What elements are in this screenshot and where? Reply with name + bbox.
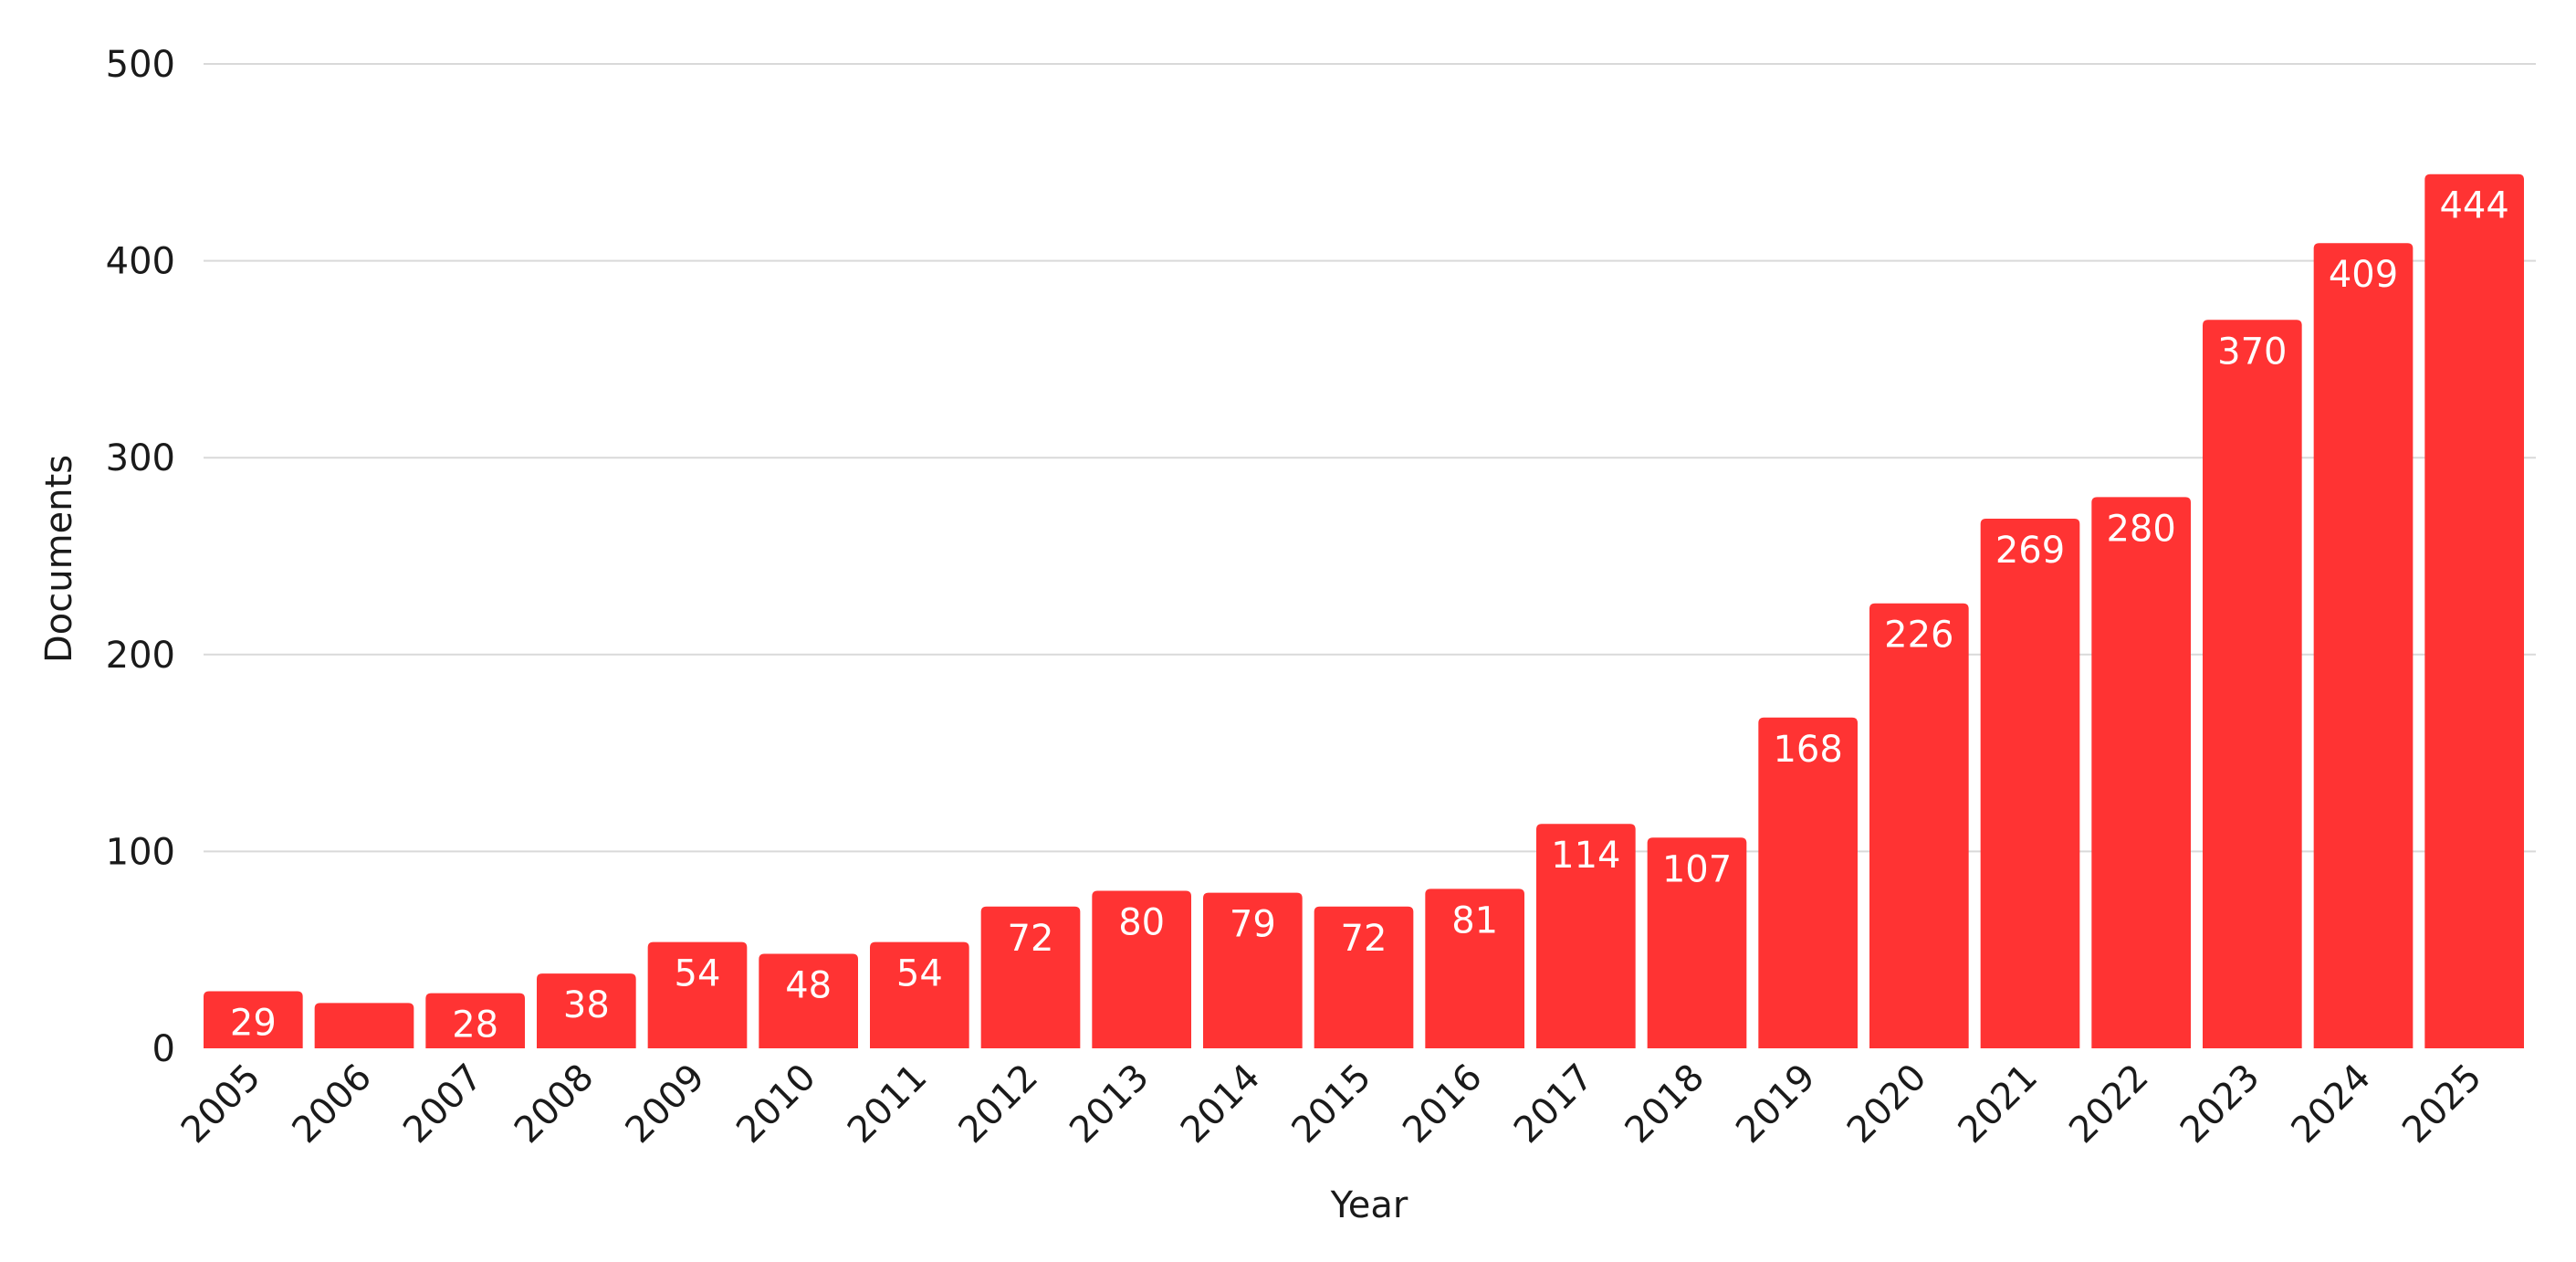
x-tick-label: 2013	[1062, 1057, 1157, 1152]
bar-value-label: 409	[2329, 254, 2398, 296]
bar-value-label: 72	[1008, 918, 1054, 960]
x-tick-label: 2008	[507, 1057, 602, 1152]
x-tick-label: 2019	[1728, 1057, 1824, 1152]
y-tick-label: 100	[106, 831, 175, 873]
x-axis-ticks: 2005 2006 2007 2008 2009 2010 2011 2012 2013 2014…	[173, 1057, 2490, 1152]
x-tick-label: 2015	[1284, 1057, 1380, 1152]
x-tick-label: 2009	[618, 1057, 714, 1152]
bars	[204, 174, 2524, 1049]
bar	[1536, 824, 1636, 1048]
bar	[759, 953, 858, 1048]
x-tick-label: 2014	[1173, 1057, 1269, 1152]
x-tick-label: 2021	[1951, 1057, 2047, 1152]
bar	[537, 973, 636, 1048]
bar	[2203, 320, 2302, 1048]
bar	[1647, 837, 1747, 1048]
bar	[204, 991, 303, 1048]
bar-value-label: 29	[230, 1002, 277, 1044]
bar-value-label: 226	[1884, 615, 1953, 657]
x-tick-label: 2023	[2173, 1057, 2268, 1152]
x-tick-label: 2010	[728, 1057, 824, 1152]
bar	[870, 941, 969, 1048]
bar	[2091, 497, 2191, 1048]
x-tick-label: 2018	[1618, 1057, 1713, 1152]
x-tick-label: 2011	[840, 1057, 936, 1152]
bar	[314, 1003, 414, 1048]
bar	[1980, 519, 2080, 1048]
bar-value-labels: 29 28 38 54 48 54 72 80 79 72 81 114 107 168 226 269 280…	[230, 185, 2509, 1046]
bar	[980, 906, 1081, 1048]
bar	[1425, 889, 1524, 1048]
bar-value-label: 28	[452, 1004, 498, 1046]
bar-value-label: 269	[1995, 530, 2065, 572]
bar-value-label: 80	[1118, 902, 1165, 944]
x-tick-label: 2005	[173, 1057, 269, 1152]
bar	[1092, 890, 1191, 1048]
bar-value-label: 168	[1773, 729, 1842, 771]
bar-value-label: 38	[563, 984, 610, 1026]
y-tick-label: 0	[152, 1028, 175, 1070]
bar-value-label: 114	[1551, 835, 1620, 877]
bar	[1758, 717, 1858, 1048]
bar-value-label: 54	[896, 953, 943, 995]
x-tick-label: 2024	[2284, 1057, 2380, 1152]
y-tick-label: 500	[106, 44, 175, 86]
x-axis-title: Year	[1330, 1184, 1408, 1226]
bar-value-label: 79	[1230, 904, 1276, 946]
x-tick-label: 2020	[1839, 1057, 1935, 1152]
x-tick-label: 2017	[1506, 1057, 1602, 1152]
bar-value-label: 370	[2217, 331, 2287, 373]
y-tick-label: 200	[106, 635, 175, 677]
bar	[425, 993, 525, 1048]
x-tick-label: 2012	[951, 1057, 1047, 1152]
x-tick-label: 2007	[395, 1057, 491, 1152]
bar-value-label: 54	[675, 953, 721, 995]
bar	[2313, 243, 2414, 1048]
bar	[1314, 906, 1414, 1048]
bar-value-label: 107	[1662, 848, 1732, 890]
y-axis-title: Documents	[38, 455, 80, 663]
y-tick-label: 300	[106, 437, 175, 479]
bar	[2424, 174, 2524, 1049]
x-tick-label: 2025	[2394, 1057, 2490, 1152]
bar	[1203, 892, 1303, 1048]
y-tick-label: 400	[106, 241, 175, 283]
bar-value-label: 72	[1341, 918, 1387, 960]
bar	[647, 941, 748, 1048]
bar-value-label: 280	[2106, 508, 2175, 550]
y-axis-ticks: 0 100 200 300 400 500	[106, 44, 175, 1070]
bar	[1869, 603, 1969, 1048]
x-tick-label: 2022	[2061, 1057, 2157, 1152]
bar-value-label: 444	[2439, 185, 2508, 227]
bar-value-label: 81	[1451, 899, 1498, 941]
bar-value-label: 48	[785, 965, 832, 1007]
x-tick-label: 2006	[285, 1057, 381, 1152]
x-tick-label: 2016	[1395, 1057, 1491, 1152]
